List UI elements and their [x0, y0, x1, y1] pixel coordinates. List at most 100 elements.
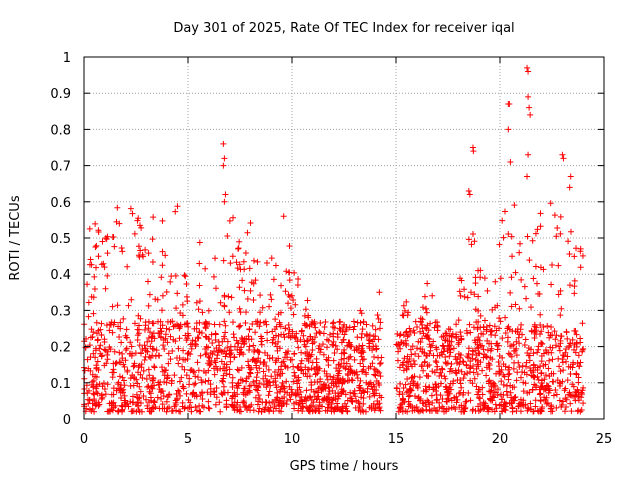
- data-point: [220, 257, 227, 264]
- data-point: [460, 375, 467, 382]
- data-point: [290, 311, 297, 318]
- data-point: [480, 346, 487, 353]
- data-point: [254, 258, 261, 265]
- data-point: [206, 405, 213, 412]
- data-point: [334, 376, 341, 383]
- data-point: [217, 408, 224, 415]
- data-point: [520, 379, 527, 386]
- data-point: [469, 407, 476, 414]
- data-point: [377, 319, 384, 326]
- data-point: [527, 111, 534, 118]
- data-point: [573, 331, 580, 338]
- data-point: [149, 320, 156, 327]
- data-point: [527, 304, 534, 311]
- data-point: [492, 278, 499, 285]
- data-point: [85, 313, 92, 320]
- data-point: [505, 376, 512, 383]
- data-point: [161, 405, 168, 412]
- data-point: [255, 355, 262, 362]
- data-point: [430, 338, 437, 345]
- data-point: [301, 312, 308, 319]
- data-point: [275, 355, 282, 362]
- data-point: [336, 325, 343, 332]
- data-point: [315, 385, 322, 392]
- data-point: [127, 205, 134, 212]
- data-point: [512, 301, 519, 308]
- data-point: [184, 350, 191, 357]
- data-point: [571, 283, 578, 290]
- data-point: [458, 277, 465, 284]
- data-point: [118, 382, 125, 389]
- y-tick-labels: 0 0.1 0.2 0.3 0.4 0.5 0.6 0.7 0.8 0.9 1: [50, 51, 71, 428]
- data-point: [92, 402, 99, 409]
- data-point: [537, 223, 544, 230]
- data-point: [325, 357, 332, 364]
- y-tick-label: 0.4: [50, 268, 71, 283]
- data-point: [205, 307, 212, 314]
- data-point: [300, 370, 307, 377]
- data-point: [135, 243, 142, 250]
- data-point: [219, 338, 226, 345]
- data-point: [136, 222, 143, 229]
- data-point: [476, 386, 483, 393]
- data-point: [239, 377, 246, 384]
- data-point: [558, 333, 565, 340]
- data-point: [297, 388, 304, 395]
- data-point: [198, 329, 205, 336]
- data-point: [298, 357, 305, 364]
- data-point: [130, 363, 137, 370]
- data-point: [282, 349, 289, 356]
- data-point: [505, 126, 512, 133]
- data-point: [562, 395, 569, 402]
- data-point: [272, 316, 279, 323]
- y-tick-label: 0.2: [50, 341, 71, 356]
- data-point: [167, 356, 174, 363]
- data-point: [90, 350, 97, 357]
- data-point: [286, 269, 293, 276]
- data-point: [365, 337, 372, 344]
- data-point: [120, 386, 127, 393]
- data-point: [366, 380, 373, 387]
- data-point: [538, 328, 545, 335]
- data-point: [556, 343, 563, 350]
- data-point: [89, 405, 96, 412]
- data-point: [425, 335, 432, 342]
- data-point: [346, 324, 353, 331]
- data-point: [145, 250, 152, 257]
- data-point: [556, 379, 563, 386]
- data-point: [351, 390, 358, 397]
- data-point: [119, 406, 126, 413]
- data-point: [94, 358, 101, 365]
- data-point: [518, 276, 525, 283]
- data-point: [196, 298, 203, 305]
- data-point: [278, 282, 285, 289]
- data-point: [286, 243, 293, 250]
- data-point: [411, 330, 418, 337]
- data-point: [135, 312, 142, 319]
- data-point: [549, 262, 556, 269]
- data-point: [246, 325, 253, 332]
- data-point: [514, 369, 521, 376]
- data-point: [90, 384, 97, 391]
- data-point: [579, 346, 586, 353]
- data-point: [553, 342, 560, 349]
- data-point: [439, 396, 446, 403]
- data-point: [352, 393, 359, 400]
- data-point: [157, 325, 164, 332]
- data-point: [101, 336, 108, 343]
- data-point: [303, 387, 310, 394]
- data-point: [290, 363, 297, 370]
- data-point: [164, 339, 171, 346]
- data-point: [532, 397, 539, 404]
- data-point: [197, 352, 204, 359]
- data-point: [574, 408, 581, 415]
- data-point: [319, 403, 326, 410]
- data-point: [272, 359, 279, 366]
- data-point: [479, 367, 486, 374]
- data-point: [144, 278, 151, 285]
- data-point: [175, 345, 182, 352]
- data-point: [236, 238, 243, 245]
- data-point: [525, 68, 532, 75]
- data-point: [580, 400, 587, 407]
- data-point: [238, 344, 245, 351]
